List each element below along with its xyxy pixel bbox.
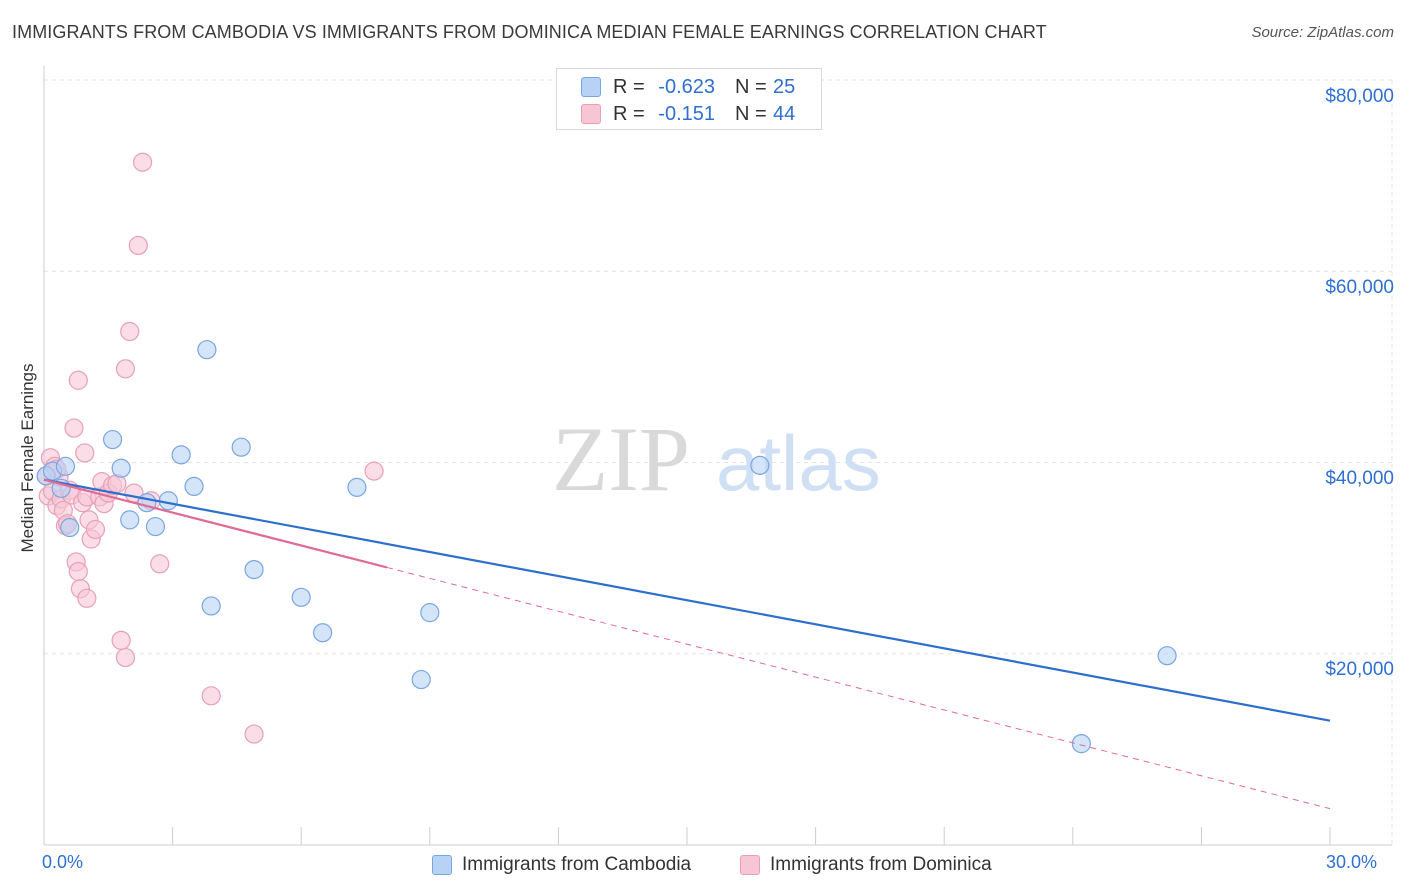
trend-lines: [43, 478, 1331, 810]
r-label: R =: [613, 75, 645, 98]
dominica-point: [115, 359, 136, 379]
dominica-point: [85, 519, 106, 540]
dominica-legend-swatch: [740, 855, 760, 875]
cambodia-point: [231, 437, 251, 457]
cambodia-point: [411, 669, 431, 690]
dominica-point: [150, 554, 170, 574]
dominica-point: [68, 370, 88, 390]
dominica-point: [244, 724, 264, 744]
dominica-point: [64, 418, 84, 438]
dominica-point: [128, 235, 148, 256]
dominica-point: [77, 588, 97, 608]
y-axis-title: Median Female Earnings: [18, 363, 37, 553]
cambodia-point: [145, 516, 166, 537]
x-tick-label-max: 30.0%: [1326, 852, 1378, 872]
cambodia-point: [102, 429, 123, 450]
cambodia-point: [55, 456, 76, 476]
dominica-point: [111, 630, 131, 650]
n-label: N =: [735, 75, 767, 98]
watermark: ZIP atlas: [552, 408, 881, 510]
cambodia-point: [420, 603, 440, 623]
y-tick-label-80000: $80,000: [1325, 86, 1394, 107]
dominica-swatch: [581, 104, 601, 124]
y-tick-label-40000: $40,000: [1325, 468, 1394, 489]
x-tick-label-min: 0.0%: [42, 852, 84, 872]
cambodia-swatch: [581, 77, 601, 97]
dominica-trend-line-dashed: [386, 566, 1331, 810]
cambodia-point: [111, 458, 131, 478]
cambodia-point: [244, 559, 264, 580]
cambodia-point: [184, 476, 204, 497]
cambodia-point: [750, 455, 770, 475]
cambodia-legend-label: Immigrants from Cambodia: [462, 854, 692, 875]
y-tick-label-60000: $60,000: [1325, 277, 1394, 298]
dominica-point: [201, 686, 221, 706]
dominica-point: [115, 647, 136, 668]
cambodia-point: [1071, 734, 1091, 754]
dominica-point: [120, 321, 140, 342]
cambodia-point: [60, 517, 80, 538]
cambodia-point: [347, 477, 367, 497]
cambodia-point: [197, 340, 217, 360]
cambodia-point: [313, 623, 333, 643]
cambodia-point: [291, 587, 311, 607]
cambodia-point: [1157, 646, 1177, 666]
n-label: N =: [735, 102, 767, 125]
cambodia-point: [120, 510, 140, 530]
cambodia-points: [36, 340, 1177, 754]
cambodia-point: [201, 596, 221, 616]
source-label: Source: ZipAtlas.com: [1251, 24, 1394, 41]
dominica-point: [75, 443, 95, 463]
dominica-trend-line: [43, 478, 388, 569]
r-value: -0.623: [658, 75, 715, 98]
legend-row-dominica: R = -0.151 N = 44: [581, 102, 795, 126]
cambodia-point: [171, 445, 191, 465]
cambodia-legend-swatch: [432, 855, 452, 875]
n-value: 25: [773, 75, 796, 98]
dominica-points: [36, 152, 384, 744]
cambodia-point: [137, 493, 157, 513]
watermark-zip: ZIP: [552, 408, 690, 510]
correlation-legend: R = -0.623 N = 25 R = -0.151 N = 44: [556, 68, 822, 130]
dominica-point: [68, 561, 88, 582]
watermark-atlas: atlas: [716, 419, 881, 507]
dominica-legend-label: Immigrants from Dominica: [770, 854, 992, 875]
chart-title: IMMIGRANTS FROM CAMBODIA VS IMMIGRANTS F…: [12, 22, 1047, 42]
n-value: 44: [773, 102, 796, 125]
legend-item-cambodia[interactable]: Immigrants from Cambodia: [432, 852, 691, 878]
r-value: -0.151: [658, 102, 715, 125]
legend-row-cambodia: R = -0.623 N = 25: [581, 75, 795, 99]
y-tick-label-20000: $20,000: [1325, 659, 1394, 680]
dominica-point: [132, 152, 153, 172]
cambodia-trend-line: [43, 478, 1331, 722]
r-label: R =: [613, 102, 645, 125]
dominica-point: [364, 461, 384, 481]
legend-item-dominica[interactable]: Immigrants from Dominica: [740, 852, 992, 878]
